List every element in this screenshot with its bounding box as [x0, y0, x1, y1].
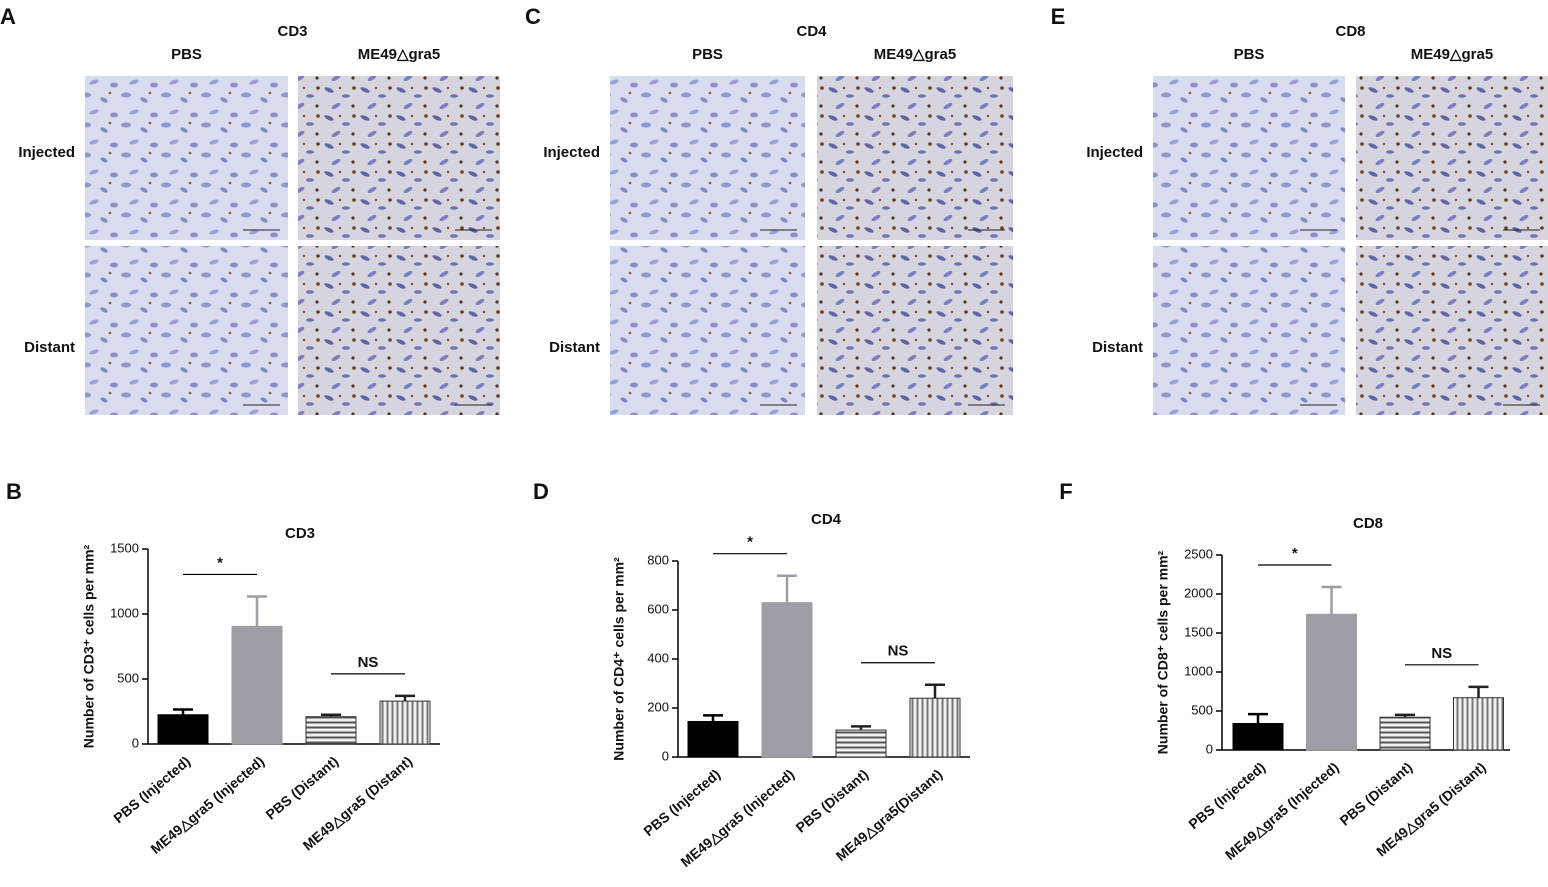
panel-title: CD8 [1335, 23, 1365, 40]
micrograph [1153, 246, 1345, 415]
chart-title: CD4 [811, 511, 842, 528]
micrograph [817, 246, 1013, 415]
x-tick-label: PBS (Injected) [110, 753, 193, 826]
panel-title: CD4 [796, 23, 827, 40]
panel-letter: E [1051, 4, 1066, 29]
row-label: Injected [18, 144, 75, 161]
chart-title: CD3 [285, 525, 315, 542]
micrograph [85, 246, 288, 415]
y-tick-label: 1000 [1184, 663, 1213, 678]
y-tick-label: 0 [132, 735, 139, 750]
micrograph [1356, 76, 1548, 240]
row-label: Distant [549, 339, 600, 356]
micrograph [1153, 76, 1345, 240]
bar [1306, 613, 1357, 751]
bar [1232, 722, 1284, 751]
y-tick-label: 2000 [1184, 585, 1213, 600]
y-tick-label: 200 [647, 699, 669, 714]
bar [761, 602, 813, 758]
row-label: Injected [1086, 144, 1143, 161]
column-label: ME49△gra5 [1411, 46, 1493, 63]
bar [909, 697, 961, 758]
y-tick-label: 1500 [1184, 624, 1213, 639]
panel-letter: D [533, 479, 549, 504]
y-axis-label: Number of CD4⁺ cells per mm² [611, 557, 627, 761]
y-tick-label: 500 [1191, 702, 1213, 717]
x-tick-label: PBS (Distant) [792, 766, 871, 836]
micrograph [298, 246, 500, 415]
row-label: Distant [1092, 339, 1143, 356]
y-tick-label: 0 [662, 748, 669, 763]
micrograph [85, 76, 288, 240]
bar [157, 714, 209, 745]
column-label: ME49△gra5 [874, 46, 956, 63]
bar [231, 625, 283, 745]
row-label: Distant [24, 339, 75, 356]
significance-label: NS [1431, 645, 1452, 662]
significance-label: * [1292, 545, 1298, 562]
panel-letter: C [525, 4, 541, 29]
micrograph [817, 76, 1013, 240]
panel-letter: F [1059, 479, 1072, 504]
bar [835, 729, 887, 758]
y-axis-label: Number of CD8⁺ cells per mm² [1155, 550, 1171, 754]
bar [379, 700, 431, 745]
bar [1453, 697, 1504, 751]
x-tick-label: PBS (Injected) [640, 766, 723, 839]
significance-label: NS [888, 643, 909, 660]
bar [1379, 716, 1431, 751]
y-tick-label: 1000 [110, 605, 139, 620]
y-tick-label: 0 [1206, 741, 1213, 756]
column-label: PBS [692, 46, 723, 63]
column-label: PBS [1234, 46, 1265, 63]
significance-label: NS [358, 654, 379, 671]
x-tick-label: PBS (Distant) [1336, 759, 1415, 829]
column-label: PBS [171, 46, 202, 63]
micrograph [610, 76, 805, 240]
micrograph [298, 76, 500, 240]
micrograph [610, 246, 805, 415]
chart-title: CD8 [1353, 515, 1383, 532]
y-tick-label: 1500 [110, 540, 139, 555]
column-label: ME49△gra5 [358, 46, 440, 63]
bar [687, 720, 739, 758]
bar [305, 716, 357, 745]
row-label: Injected [543, 144, 600, 161]
y-tick-label: 800 [647, 552, 669, 567]
panel-letter: B [6, 479, 22, 504]
y-tick-label: 400 [647, 650, 669, 665]
y-axis-label: Number of CD3⁺ cells per mm² [81, 544, 97, 748]
y-tick-label: 500 [117, 670, 139, 685]
significance-label: * [747, 534, 753, 551]
micrograph [1356, 246, 1548, 415]
significance-label: * [217, 554, 223, 571]
y-tick-label: 600 [647, 601, 669, 616]
x-tick-label: PBS (Distant) [262, 753, 341, 823]
panel-letter: A [0, 4, 16, 29]
panel-title: CD3 [277, 23, 307, 40]
y-tick-label: 2500 [1184, 546, 1213, 561]
